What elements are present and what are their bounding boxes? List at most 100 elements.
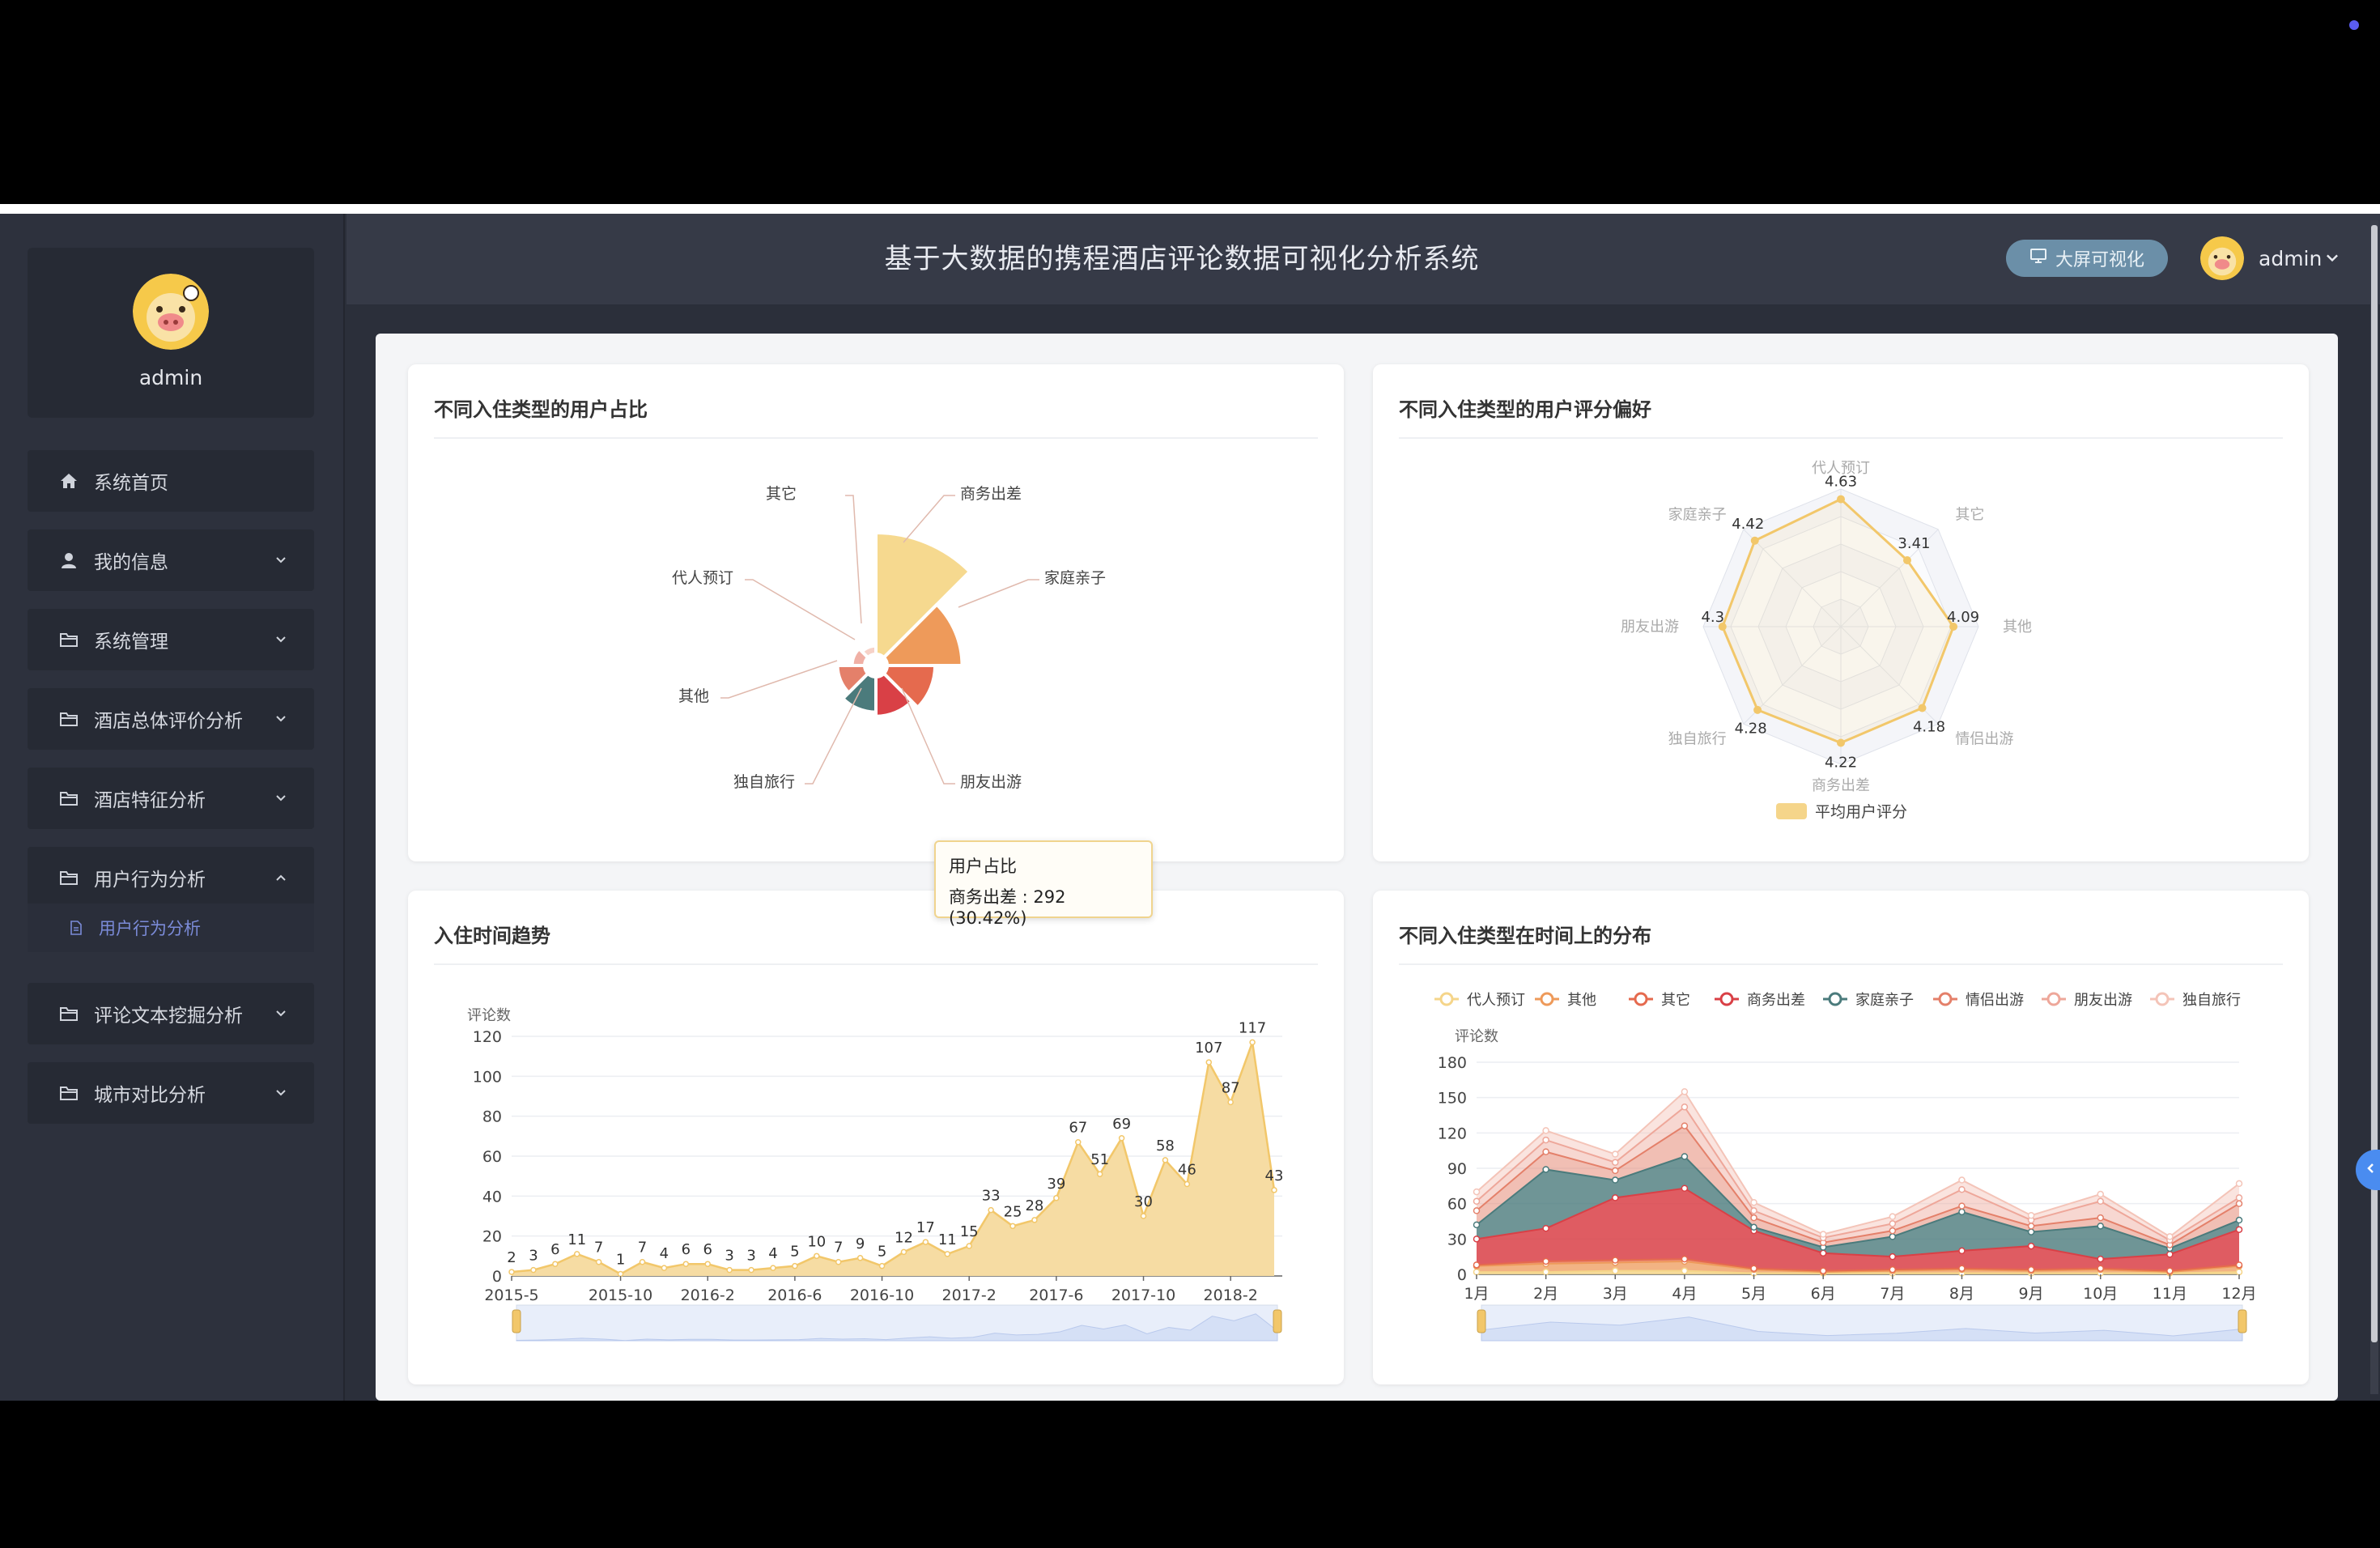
radar-indicator-label: 朋友出游	[1621, 619, 1679, 636]
stack-point	[2097, 1190, 2104, 1198]
rose-slice	[882, 602, 964, 667]
trend-value-label: 7	[638, 1240, 647, 1257]
collapse-tab[interactable]	[2356, 1150, 2380, 1190]
monitor-icon	[2029, 247, 2047, 270]
menu-item-city-compare[interactable]: 城市对比分析	[28, 1062, 314, 1124]
stack-point	[2166, 1233, 2174, 1240]
scrollbar-thumb[interactable]	[2371, 225, 2378, 1342]
trend-line	[511, 1041, 1276, 1275]
x-tick-label: 7月	[1880, 1285, 1905, 1303]
trend-point	[1271, 1187, 1277, 1193]
radar-chart[interactable]: 4.63 3.41 4.09 4.18 4.22 4.28 4.3 4.42 代人预订其它其他情…	[1373, 364, 2309, 861]
folder-icon	[58, 629, 79, 650]
trend-point	[661, 1265, 668, 1271]
stack-point	[1473, 1207, 1481, 1214]
trend-point	[1118, 1135, 1125, 1142]
stack-point	[1889, 1252, 1897, 1261]
chevron-down-icon	[272, 1084, 290, 1102]
trend-value-label: 33	[982, 1188, 1001, 1205]
y-tick-label: 120	[473, 1028, 502, 1046]
rose-label: 其他	[678, 687, 709, 705]
stack-point	[1819, 1249, 1827, 1257]
radar-indicator-label: 独自旅行	[1668, 731, 1727, 748]
stack-point	[1681, 1153, 1689, 1160]
top-header: 基于大数据的携程酒店评论数据可视化分析系统 大屏可视化 admin	[346, 214, 2380, 304]
radar-indicator-label: 其他	[2003, 619, 2032, 636]
menu-item-hotel-overall[interactable]: 酒店总体评价分析	[28, 688, 314, 750]
rose-slice	[835, 664, 870, 695]
stack-point	[2235, 1226, 2243, 1233]
stack-point	[1542, 1136, 1549, 1144]
stack-area	[1477, 1188, 2239, 1271]
menu-item-text-mining[interactable]: 评论文本挖掘分析	[28, 983, 314, 1044]
menu-item-system-admin[interactable]: 系统管理	[28, 609, 314, 670]
trend-value-label: 7	[594, 1240, 603, 1257]
folder-icon	[58, 1003, 79, 1024]
menu-item-home[interactable]: 系统首页	[28, 450, 314, 512]
y-tick-label: 60	[482, 1148, 502, 1166]
menu-item-hotel-features[interactable]: 酒店特征分析	[28, 768, 314, 829]
radar-value-label: 3.41	[1898, 535, 1930, 552]
trend-point	[748, 1266, 754, 1274]
menu-item-user-behavior[interactable]: 用户行为分析	[28, 847, 314, 908]
stack-point	[1958, 1176, 1966, 1184]
trend-point	[573, 1251, 580, 1257]
y-tick-label: 180	[1438, 1054, 1467, 1072]
chevron-down-icon[interactable]	[2323, 249, 2341, 267]
stack-point	[2097, 1197, 2104, 1206]
x-tick-label: 9月	[2019, 1285, 2044, 1303]
x-tick-label: 1月	[1464, 1285, 1489, 1303]
stack-point	[1473, 1268, 1481, 1276]
rose-slice	[874, 531, 971, 660]
trend-point	[726, 1266, 733, 1274]
page-title: 基于大数据的携程酒店评论数据可视化分析系统	[884, 243, 1480, 275]
submenu-item-user-behavior[interactable]: 用户行为分析	[28, 904, 314, 952]
stack-point	[2235, 1216, 2243, 1224]
divider	[434, 437, 1318, 439]
chevron-down-icon	[272, 710, 290, 728]
stack-point	[1473, 1197, 1481, 1206]
page-scrollbar[interactable]	[2370, 220, 2378, 1394]
stack-point	[2235, 1200, 2243, 1207]
stack-point	[2235, 1261, 2243, 1269]
folder-icon	[58, 867, 79, 888]
stack-point	[1889, 1233, 1897, 1240]
stack-point	[1473, 1261, 1481, 1269]
trend-value-label: 12	[895, 1229, 913, 1246]
trend-value-label: 9	[856, 1235, 865, 1252]
menu-item-my-info[interactable]: 我的信息	[28, 529, 314, 591]
status-dot	[2349, 20, 2359, 30]
y-tick-label: 30	[1447, 1231, 1467, 1248]
trend-point	[988, 1206, 994, 1214]
document-icon	[68, 919, 86, 937]
menu-item-label: 酒店特征分析	[94, 790, 206, 811]
trend-value-label: 4	[660, 1245, 669, 1262]
radar-axis	[1743, 529, 1842, 627]
datazoom-preview	[1481, 1316, 2243, 1342]
bigscreen-button[interactable]: 大屏可视化	[2006, 240, 2168, 277]
menu-item-label: 酒店总体评价分析	[94, 711, 243, 732]
menu-item-label: 我的信息	[94, 552, 168, 573]
stack-point	[1542, 1257, 1549, 1265]
screen-top-bar	[0, 0, 2380, 204]
rose-label-line	[745, 579, 856, 640]
trend-value-label: 51	[1090, 1151, 1109, 1168]
stack-line	[1476, 1090, 2240, 1238]
trend-point	[682, 1261, 690, 1267]
stack-point	[1681, 1267, 1689, 1274]
radar-value-label: 4.22	[1825, 754, 1857, 771]
panel-rating-preference: 不同入住类型的用户评分偏好 4.63 3.41 4.09 4.18 4.22 4.28 4.…	[1373, 364, 2309, 861]
rose-label: 朋友出游	[960, 773, 1022, 791]
trend-point	[1184, 1180, 1191, 1188]
datazoom-handle	[2238, 1309, 2247, 1333]
rose-slice	[882, 664, 937, 709]
legend-label: 家庭亲子	[1855, 992, 1914, 1009]
header-username[interactable]: admin	[2259, 247, 2323, 270]
user-avatar[interactable]	[2200, 236, 2244, 280]
menu-item-label: 城市对比分析	[94, 1085, 206, 1106]
avatar[interactable]	[133, 274, 209, 350]
bigscreen-label: 大屏可视化	[2055, 250, 2144, 270]
